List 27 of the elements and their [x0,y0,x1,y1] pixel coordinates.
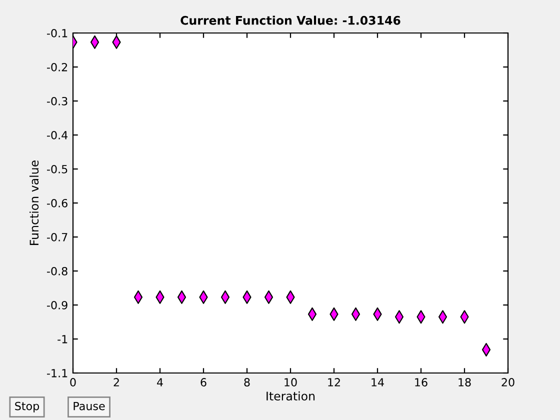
y-tick-label: -0.5 [47,164,68,174]
text: Stop [15,402,40,412]
y-tick-label: -1.1 [47,369,68,378]
x-tick-label: 16 [415,378,428,386]
x-tick-label: 18 [458,378,471,386]
x-tick-label: 12 [328,378,340,386]
y-tick-label: -0.6 [47,198,68,208]
y-tick-label: -0.7 [47,232,68,242]
x-tick-label: 0 [70,378,76,386]
x-tick-label: 2 [114,378,119,386]
x-tick-label: 6 [200,378,206,386]
chart-title: Current Function Value: -1.03146 [180,16,400,25]
y-tick-label: -0.8 [47,266,68,276]
y-axis-title: Function value [29,160,39,245]
y-tick-label: -0.3 [47,96,68,106]
y-tick-label: -0.9 [47,300,68,310]
text: Pause [74,402,105,410]
x-tick-label: 10 [284,378,297,386]
x-axis-title: Iteration [266,391,315,401]
y-tick-label: -1 [58,335,68,344]
x-tick-label: 20 [502,378,514,386]
x-tick-label: 4 [157,378,163,386]
y-tick-label: -0.1 [47,28,68,38]
x-tick-label: 14 [372,378,384,386]
y-tick-label: -0.4 [47,130,68,140]
y-tick-label: -0.2 [47,62,68,72]
x-tick-label: 8 [244,378,250,386]
